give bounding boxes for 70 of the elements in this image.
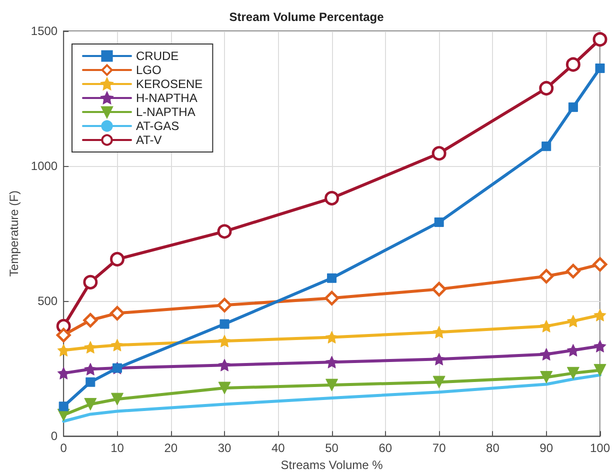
point [324,190,340,206]
legend-label: H-NAPTHA [136,91,198,105]
point [217,298,232,312]
x-tick-label: 60 [378,441,392,456]
y-tick-label: 1500 [30,24,58,38]
x-axis-title: Streams Volume % [280,458,384,472]
legend-label: CRUDE [136,49,179,63]
point [86,377,96,387]
point [56,328,71,342]
point [58,402,68,412]
point [84,341,97,354]
point [110,338,124,352]
point [542,142,552,152]
point [592,32,608,47]
chart-title: Stream Volume Percentage [229,10,384,24]
x-tick-label: 90 [540,441,554,456]
point [566,57,580,72]
x-tick-label: 0 [60,441,68,456]
legend-label: L-NAPTHA [136,105,196,119]
point [84,362,97,376]
y-tick-label: 0 [50,429,58,444]
point [327,273,337,283]
point [432,282,446,296]
x-tick-label: 10 [110,441,124,456]
y-axis-title: Temperature (F) [7,190,21,277]
point [83,274,98,290]
legend-label: AT-GAS [136,119,180,133]
x-tick-label: 40 [271,441,286,456]
legend-label: KEROSENE [136,77,203,91]
point [594,340,606,352]
x-tick-label: 50 [325,441,339,456]
x-tick-label: 100 [590,441,610,456]
point [324,290,340,306]
point [539,268,554,284]
point [83,312,98,328]
point [566,366,580,380]
point [110,306,124,320]
point [84,398,97,410]
x-tick-label: 30 [218,441,232,456]
legend-label: LGO [136,63,162,77]
point [594,364,606,376]
point [432,326,446,338]
point [57,344,70,356]
y-tick-label: 500 [38,294,58,308]
y-tick-label: 1000 [30,159,58,174]
point [326,356,338,368]
point [218,382,231,394]
point [568,102,578,112]
point [566,264,580,278]
x-tick-label: 70 [432,441,446,456]
point [218,358,231,372]
point [592,257,608,272]
point [220,319,230,329]
x-tick-label: 20 [164,441,178,456]
point [217,224,232,239]
point [540,370,553,384]
point [539,81,554,96]
point [594,308,606,322]
point [595,64,605,74]
point [432,352,446,366]
point [110,252,124,266]
x-tick-label: 80 [486,441,500,456]
point [432,376,446,388]
legend-label: AT-V [136,133,162,147]
point [326,331,338,344]
point [432,146,446,161]
point [110,392,124,406]
point [434,217,444,227]
point [218,334,231,348]
point [326,378,338,392]
